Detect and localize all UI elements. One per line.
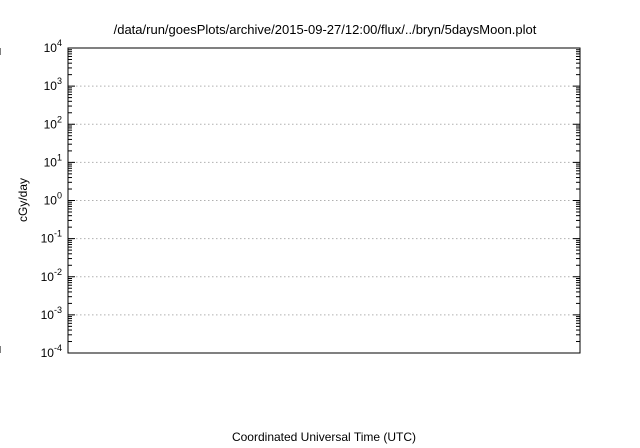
y-tick-label: 103 [44, 76, 62, 93]
y-tick-base: 10 [41, 308, 55, 322]
y-tick-base: 10 [44, 79, 58, 93]
y-axis-label: cGy/day [16, 178, 30, 222]
grid [68, 85, 580, 316]
y-tick-label: 104 [44, 38, 62, 55]
y-tick-label: 10-3 [41, 305, 62, 322]
y-tick-label: 10-4 [41, 343, 62, 360]
y-tick-exponent: -2 [54, 267, 62, 277]
y-tick-label: 10-2 [41, 267, 62, 284]
y-tick-exponent: 1 [57, 152, 62, 162]
y-tick-label: 102 [44, 114, 62, 131]
y-tick-exponent: -4 [54, 343, 62, 353]
y-tick-base: 10 [41, 232, 55, 246]
y-tick-exponent: 3 [57, 76, 62, 86]
x-axis-label: Coordinated Universal Time (UTC) [232, 430, 416, 444]
y-tick-label: 10-1 [41, 229, 62, 246]
y-tick-base: 10 [44, 194, 58, 208]
y-tick-label: 100 [44, 191, 62, 208]
y-tick-base: 10 [41, 270, 55, 284]
y-tick-exponent: 0 [57, 191, 62, 201]
y-tick-exponent: -1 [54, 229, 62, 239]
chart-title: /data/run/goesPlots/archive/2015-09-27/1… [114, 22, 537, 37]
y-tick-base: 10 [44, 117, 58, 131]
y-tick-exponent: -3 [54, 305, 62, 315]
y-tick-label: 101 [44, 152, 62, 169]
y-tick-base: 10 [41, 346, 55, 360]
y-tick-base: 10 [44, 41, 58, 55]
y-tick-exponent: 2 [57, 114, 62, 124]
y-tick-exponent: 4 [57, 38, 62, 48]
y-tick-base: 10 [44, 155, 58, 169]
